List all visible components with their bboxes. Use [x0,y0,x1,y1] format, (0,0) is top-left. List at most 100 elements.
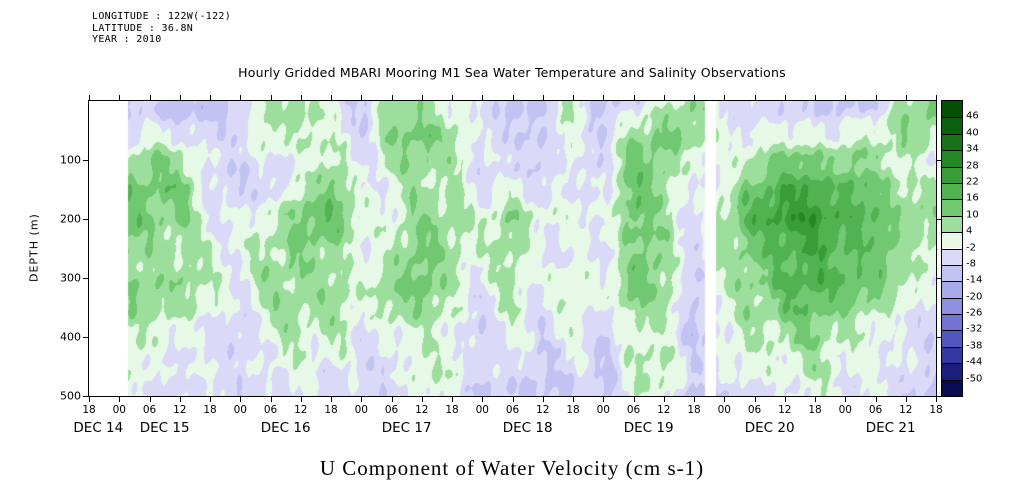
time-tick-label: 06 [142,404,157,416]
depth-tick-mark [937,337,942,338]
time-tick-mark [270,95,272,100]
time-tick-mark [724,397,726,402]
time-tick-mark [754,95,756,100]
time-tick-mark [331,95,332,100]
date-label: DEC 17 [381,420,432,436]
time-tick-mark [300,397,302,402]
date-label: DEC 18 [502,420,553,436]
time-tick-label: 12 [173,404,187,416]
colorbar-label: 22 [966,176,979,188]
colorbar-segment [942,117,962,134]
colorbar-segment [942,346,962,364]
time-tick-label: 18 [929,404,943,416]
time-tick-mark [421,397,423,402]
time-tick-mark [815,95,816,100]
time-tick-mark [452,95,453,100]
depth-tick-mark [937,160,942,161]
date-label: DEC 19 [623,420,674,436]
time-tick-mark [905,397,907,402]
colorbar-label: -50 [966,373,983,385]
plot-title: Hourly Gridded MBARI Mooring M1 Sea Wate… [238,65,786,80]
time-tick-mark [421,95,423,100]
colorbar-segment [942,199,962,216]
depth-tick-label: 400 [60,330,81,344]
time-tick-mark [936,397,937,402]
time-tick-mark [179,397,181,402]
time-tick-mark [391,95,393,100]
time-tick-mark [936,95,937,100]
time-tick-label: 18 [324,404,338,416]
time-tick-mark [663,95,665,100]
colorbar [941,100,963,397]
time-tick-mark [542,397,544,402]
time-tick-mark [784,95,786,100]
colorbar-label: -14 [966,274,983,286]
time-tick-mark [149,95,151,100]
time-tick-mark [603,95,605,100]
colorbar-segment [942,379,962,396]
colorbar-label: -44 [966,356,983,368]
time-tick-mark [724,95,726,100]
colorbar-label: 40 [966,127,979,139]
time-tick-mark [603,397,605,402]
depth-tick-mark [937,396,942,397]
depth-tick-mark [83,337,88,338]
time-tick-label: 00 [475,404,489,416]
time-tick-label: 18 [566,404,580,416]
colorbar-label: 4 [966,225,973,237]
colorbar-label: 16 [966,192,979,204]
header-info: LONGITUDE : 122W(-122) LATITUDE : 36.8N … [92,11,231,46]
year-label: YEAR : 2010 [92,34,162,45]
time-tick-label: 12 [415,404,429,416]
time-tick-mark [815,397,816,402]
colorbar-segment [942,133,962,151]
time-tick-mark [361,397,363,402]
time-tick-mark [361,95,363,100]
depth-tick-label: 300 [60,271,81,285]
time-tick-label: 00 [112,404,126,416]
colorbar-label: 28 [966,160,979,172]
time-tick-mark [331,397,332,402]
colorbar-label: -32 [966,323,983,335]
time-tick-mark [875,397,877,402]
colorbar-label: -2 [966,242,976,253]
time-tick-label: 18 [808,404,822,416]
colorbar-segment [942,297,962,315]
date-label: DEC 20 [744,420,795,436]
x-axis-title: U Component of Water Velocity (cm s-1) [319,456,705,480]
time-tick-mark [482,397,484,402]
colorbar-label: 46 [966,110,979,122]
time-tick-label: 00 [838,404,852,416]
colorbar-segment [942,232,962,249]
depth-tick-label: 500 [60,389,81,403]
time-tick-mark [210,95,211,100]
time-tick-mark [210,397,211,402]
time-tick-mark [240,95,242,100]
depth-tick-mark [937,278,942,279]
time-tick-label: 06 [747,404,762,416]
time-tick-mark [905,95,907,100]
time-tick-label: 06 [384,404,399,416]
colorbar-segment [942,101,962,118]
time-tick-label: 06 [263,404,278,416]
time-tick-mark [119,95,121,100]
time-tick-mark [89,95,90,100]
date-label: DEC 21 [865,420,916,436]
time-tick-mark [694,397,695,402]
y-axis-label: DEPTH (m) [27,213,41,282]
time-tick-label: 06 [505,404,520,416]
time-tick-label: 00 [233,404,247,416]
time-tick-label: 18 [445,404,459,416]
latitude-label: LATITUDE : 36.8N [92,22,194,34]
date-label: DEC 15 [139,420,190,436]
time-tick-label: 12 [657,404,671,416]
time-tick-mark [482,95,484,100]
date-label: DEC 16 [260,420,311,436]
time-tick-mark [542,95,544,100]
colorbar-segment [942,281,962,298]
colorbar-label: -26 [966,307,983,319]
colorbar-segment [942,314,962,331]
depth-tick-label: 100 [60,153,81,167]
colorbar-label: -8 [966,258,976,270]
